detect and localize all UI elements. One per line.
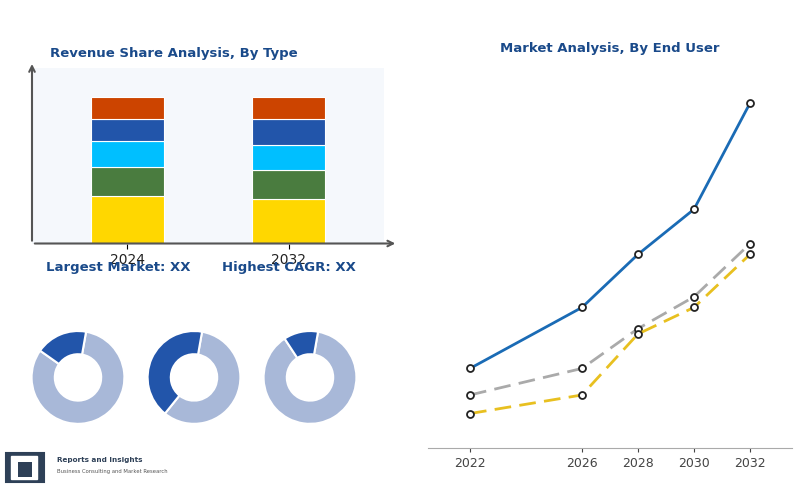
Bar (252, 97, 326, 119)
FancyBboxPatch shape (11, 456, 38, 479)
Wedge shape (264, 332, 357, 424)
Bar (252, 199, 326, 244)
Text: Reports and Insights: Reports and Insights (57, 457, 142, 463)
Text: Highest CAGR: XX: Highest CAGR: XX (222, 262, 356, 274)
Wedge shape (31, 332, 124, 424)
Wedge shape (285, 331, 318, 358)
Bar (90, 196, 164, 244)
Bar (252, 119, 326, 145)
Bar (252, 145, 326, 170)
Bar (252, 170, 326, 199)
Bar (90, 119, 164, 142)
Bar (90, 167, 164, 196)
Bar (90, 142, 164, 167)
FancyBboxPatch shape (6, 453, 45, 482)
Wedge shape (165, 332, 240, 424)
Wedge shape (40, 331, 86, 364)
Wedge shape (148, 331, 202, 413)
Title: Market Analysis, By End User: Market Analysis, By End User (500, 42, 720, 55)
Text: Business Consulting and Market Research: Business Consulting and Market Research (57, 469, 167, 474)
Text: Largest Market: XX: Largest Market: XX (46, 262, 190, 274)
Bar (90, 97, 164, 119)
Text: Revenue Share Analysis, By Type: Revenue Share Analysis, By Type (50, 47, 298, 60)
Text: GLOBAL GIANT-CELL ARTERITIS TREATMENT MARKET SEGMENT ANALYSIS: GLOBAL GIANT-CELL ARTERITIS TREATMENT MA… (12, 18, 614, 33)
FancyBboxPatch shape (18, 462, 32, 477)
